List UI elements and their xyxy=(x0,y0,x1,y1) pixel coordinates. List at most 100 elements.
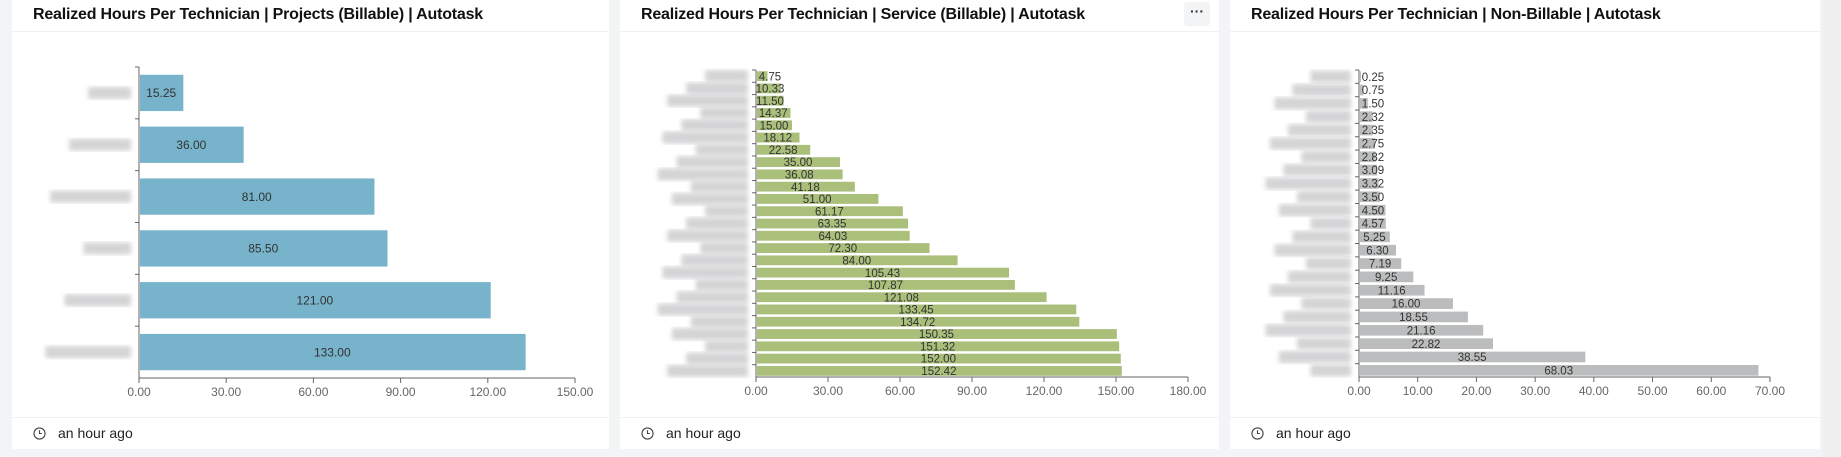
category-label-redacted xyxy=(1292,84,1351,97)
data-label: 11.50 xyxy=(756,96,784,108)
bar[interactable] xyxy=(1360,364,1759,376)
scrollbar[interactable] xyxy=(1822,0,1841,457)
bar[interactable] xyxy=(1360,271,1414,283)
data-label: 68.03 xyxy=(1544,365,1573,377)
bar[interactable] xyxy=(757,83,781,94)
category-label-redacted xyxy=(700,242,748,255)
bar[interactable] xyxy=(1360,138,1376,149)
x-tick-label: 120.00 xyxy=(1026,384,1063,398)
bar[interactable] xyxy=(1360,164,1378,176)
bar[interactable] xyxy=(1360,351,1586,363)
bar[interactable] xyxy=(1360,218,1386,229)
bar[interactable] xyxy=(757,365,1122,376)
data-label: 133.00 xyxy=(314,345,351,359)
bar[interactable] xyxy=(757,292,1047,303)
data-label: 36.08 xyxy=(785,170,814,182)
data-label: 5.25 xyxy=(1363,232,1385,244)
bar[interactable] xyxy=(757,157,840,168)
bar[interactable] xyxy=(140,333,526,371)
panel-title: Realized Hours Per Technician | Non-Bill… xyxy=(1251,6,1661,23)
category-label-redacted xyxy=(1265,324,1351,337)
more-options-button[interactable]: ··· xyxy=(1184,2,1210,26)
bar[interactable] xyxy=(757,181,855,192)
data-label: 0.25 xyxy=(1362,72,1384,84)
bar[interactable] xyxy=(140,230,388,267)
bar[interactable] xyxy=(1360,231,1390,243)
bar[interactable] xyxy=(757,255,958,266)
category-label-redacted xyxy=(657,303,748,316)
category-label-redacted xyxy=(705,340,748,353)
bar[interactable] xyxy=(140,126,244,163)
bar[interactable] xyxy=(1360,324,1484,336)
bar[interactable] xyxy=(757,120,792,131)
bar[interactable] xyxy=(1360,191,1380,203)
divider xyxy=(620,417,1219,418)
x-tick-label: 120.00 xyxy=(469,385,506,399)
bar[interactable] xyxy=(140,74,184,112)
bar[interactable] xyxy=(757,304,1077,315)
bar[interactable] xyxy=(1360,298,1453,309)
data-label: 22.58 xyxy=(769,145,798,157)
x-tick-label: 20.00 xyxy=(1461,384,1491,398)
bar[interactable] xyxy=(1360,244,1396,256)
bar[interactable] xyxy=(1360,71,1361,83)
category-label-redacted xyxy=(695,143,748,156)
category-label-redacted xyxy=(1279,204,1351,217)
bar[interactable] xyxy=(757,194,879,204)
bar[interactable] xyxy=(1360,124,1373,136)
category-label-redacted xyxy=(64,294,131,307)
bar[interactable] xyxy=(1360,311,1468,323)
bar[interactable] xyxy=(757,108,791,118)
x-tick-label: 30.00 xyxy=(211,385,241,399)
data-label: 0.75 xyxy=(1362,85,1384,97)
bar[interactable] xyxy=(1360,84,1364,96)
bar[interactable] xyxy=(757,316,1080,327)
category-label-redacted xyxy=(1270,284,1351,297)
data-label: 152.42 xyxy=(921,366,956,378)
bar[interactable] xyxy=(140,282,491,319)
bar[interactable] xyxy=(1360,284,1425,296)
bar[interactable] xyxy=(1360,258,1402,269)
bar[interactable] xyxy=(757,353,1121,364)
bar[interactable] xyxy=(757,218,909,229)
bar[interactable] xyxy=(1360,338,1493,349)
bar[interactable] xyxy=(757,132,800,143)
data-label: 11.16 xyxy=(1378,285,1406,297)
category-label-redacted xyxy=(672,328,748,341)
bar[interactable] xyxy=(757,95,784,106)
bar[interactable] xyxy=(757,267,1010,278)
bar[interactable] xyxy=(757,71,768,82)
bar[interactable] xyxy=(757,169,843,180)
category-label-redacted xyxy=(1301,150,1351,163)
bar[interactable] xyxy=(757,243,930,253)
category-label-redacted xyxy=(691,315,748,328)
clock-icon xyxy=(641,426,654,440)
category-label-redacted xyxy=(1288,270,1351,283)
bar[interactable] xyxy=(1360,98,1368,109)
bar[interactable] xyxy=(757,144,811,155)
category-label-redacted xyxy=(676,156,748,169)
x-tick-label: 60.00 xyxy=(1696,384,1726,398)
bar[interactable] xyxy=(1360,111,1373,123)
bar[interactable] xyxy=(1360,151,1376,163)
data-label: 134.72 xyxy=(900,317,935,329)
category-label-redacted xyxy=(88,86,131,99)
x-tick-label: 90.00 xyxy=(386,385,416,399)
x-tick-label: 60.00 xyxy=(298,385,328,399)
category-label-redacted xyxy=(1310,364,1351,377)
data-label: 51.00 xyxy=(803,194,832,206)
bar[interactable] xyxy=(757,279,1015,290)
bar[interactable] xyxy=(757,206,903,217)
bar[interactable] xyxy=(1360,204,1386,216)
data-label: 72.30 xyxy=(828,243,857,255)
data-label: 15.25 xyxy=(146,86,176,100)
data-label: 2.82 xyxy=(1362,152,1384,164)
category-label-redacted xyxy=(45,346,131,359)
category-label-redacted xyxy=(1270,137,1351,150)
bar[interactable] xyxy=(1360,178,1379,189)
bar[interactable] xyxy=(757,329,1117,339)
x-tick-label: 30.00 xyxy=(813,384,843,398)
bar[interactable] xyxy=(757,230,910,241)
bar[interactable] xyxy=(140,178,375,215)
bar[interactable] xyxy=(757,341,1120,352)
